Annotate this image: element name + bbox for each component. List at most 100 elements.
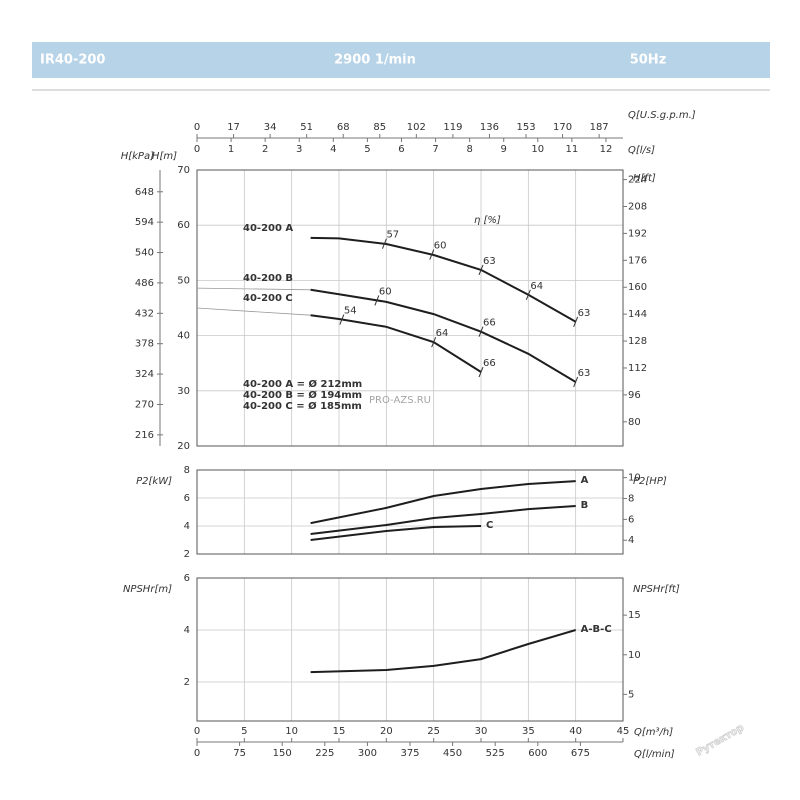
y2-tick-label: 4 (628, 535, 634, 546)
y2-tick-label: 96 (628, 390, 641, 401)
series-label: A (581, 475, 589, 486)
plot-frame (196, 577, 624, 722)
annotation: 40-200 B = Ø 194mm (243, 389, 362, 401)
series-label: 40-200 A (243, 223, 293, 234)
y-axis-label: H[m] (152, 151, 177, 162)
x-tick-label: 102 (407, 122, 426, 133)
x-tick-label: 7 (432, 144, 438, 155)
efficiency-label: 66 (483, 358, 496, 369)
x-tick-label: 150 (273, 748, 292, 759)
efficiency-mark (431, 337, 437, 348)
x-tick-label: 450 (443, 748, 462, 759)
x-tick-label: 40 (569, 726, 582, 737)
x-tick-label: 10 (285, 726, 298, 737)
x-tick-label: 20 (380, 726, 393, 737)
y-axis-label: NPSHr[m] (123, 584, 172, 595)
header-bar (32, 42, 770, 78)
y-tick-label: 70 (177, 165, 190, 176)
x-tick-label: 5 (364, 144, 370, 155)
efficiency-mark (525, 289, 531, 300)
curve (310, 288, 577, 383)
efficiency-label: 63 (578, 368, 591, 379)
x-tick-label: 2 (262, 144, 268, 155)
efficiency-mark (478, 326, 484, 337)
y-tick-label: 540 (135, 248, 154, 259)
y2-tick-label: 144 (628, 309, 647, 320)
x-tick-label: 375 (400, 748, 419, 759)
y-tick-label: 30 (177, 386, 190, 397)
y-tick-label: 4 (184, 521, 190, 532)
curve-extension (196, 307, 311, 316)
y2-tick-label: 6 (628, 514, 634, 525)
x-axis-label: Q[l/min] (634, 749, 675, 760)
y2-tick-label: 176 (628, 255, 647, 266)
x-tick-label: 0 (194, 726, 200, 737)
y-tick-label: 40 (177, 331, 190, 342)
model: IR40-200 (40, 53, 105, 68)
y2-tick-label: 160 (628, 282, 647, 293)
curve (310, 505, 576, 535)
x-tick-label: 153 (516, 122, 535, 133)
x-axis-label: Q[l/s] (628, 145, 655, 156)
x-tick-label: 6 (398, 144, 404, 155)
efficiency-label: 54 (344, 306, 357, 317)
x-tick-label: 11 (566, 144, 579, 155)
y-tick-label: 20 (177, 441, 190, 452)
y-tick-label: 6 (184, 573, 190, 584)
y-tick-label: 2 (184, 549, 190, 560)
x-tick-label: 51 (300, 122, 313, 133)
efficiency-label: 63 (483, 256, 496, 267)
x-tick-label: 1 (228, 144, 234, 155)
y2-tick-label: 128 (628, 336, 647, 347)
y2-tick-label: 208 (628, 201, 647, 212)
x-tick-label: 0 (194, 144, 200, 155)
efficiency-label: 64 (530, 281, 543, 292)
x-tick-label: 9 (501, 144, 507, 155)
y2-tick-label: 80 (628, 417, 641, 428)
y-axis-label: P2[kW] (136, 476, 172, 487)
annotation: 40-200 A = Ø 212mm (243, 378, 362, 390)
y2-tick-label: 10 (628, 473, 641, 484)
speed: 2900 1/min (334, 53, 416, 68)
y-tick-label: 216 (135, 430, 154, 441)
efficiency-label: 57 (386, 230, 399, 241)
y-axis-label: H[kPa] (121, 151, 154, 162)
y-tick-label: 4 (184, 625, 190, 636)
efficiency-mark (381, 238, 387, 249)
curve-extension (196, 287, 311, 291)
y-tick-label: 324 (135, 369, 154, 380)
x-tick-label: 45 (617, 726, 630, 737)
efficiency-axis-label: η [%] (474, 215, 501, 226)
x-tick-label: 225 (315, 748, 334, 759)
y2-axis-label: NPSHr[ft] (633, 584, 680, 595)
efficiency-mark (339, 314, 345, 325)
x-tick-label: 170 (553, 122, 572, 133)
x-tick-label: 17 (227, 122, 240, 133)
efficiency-mark (429, 249, 435, 260)
efficiency-label: 64 (436, 328, 449, 339)
series-label: B (581, 500, 589, 511)
efficiency-mark (374, 295, 380, 306)
efficiency-label: 66 (483, 318, 496, 329)
y-tick-label: 270 (135, 399, 154, 410)
x-tick-label: 34 (264, 122, 277, 133)
annotation: 40-200 C = Ø 185mm (243, 400, 362, 412)
x-tick-label: 136 (480, 122, 499, 133)
x-tick-label: 675 (571, 748, 590, 759)
y-tick-label: 6 (184, 493, 190, 504)
y2-tick-label: 8 (628, 493, 634, 504)
y2-axis-label: H[ft] (633, 173, 656, 184)
x-tick-label: 15 (333, 726, 346, 737)
y2-tick-label: 192 (628, 228, 647, 239)
x-axis-label: Q[m³/h] (634, 727, 673, 738)
series-label: A-B-C (581, 624, 612, 635)
x-tick-label: 3 (296, 144, 302, 155)
efficiency-mark (573, 376, 579, 388)
y-tick-label: 432 (135, 308, 154, 319)
efficiency-label: 60 (434, 241, 447, 252)
x-tick-label: 35 (522, 726, 535, 737)
x-tick-label: 85 (373, 122, 386, 133)
watermark: PRO-AZS.RU (369, 395, 431, 406)
series-label: C (486, 520, 493, 531)
